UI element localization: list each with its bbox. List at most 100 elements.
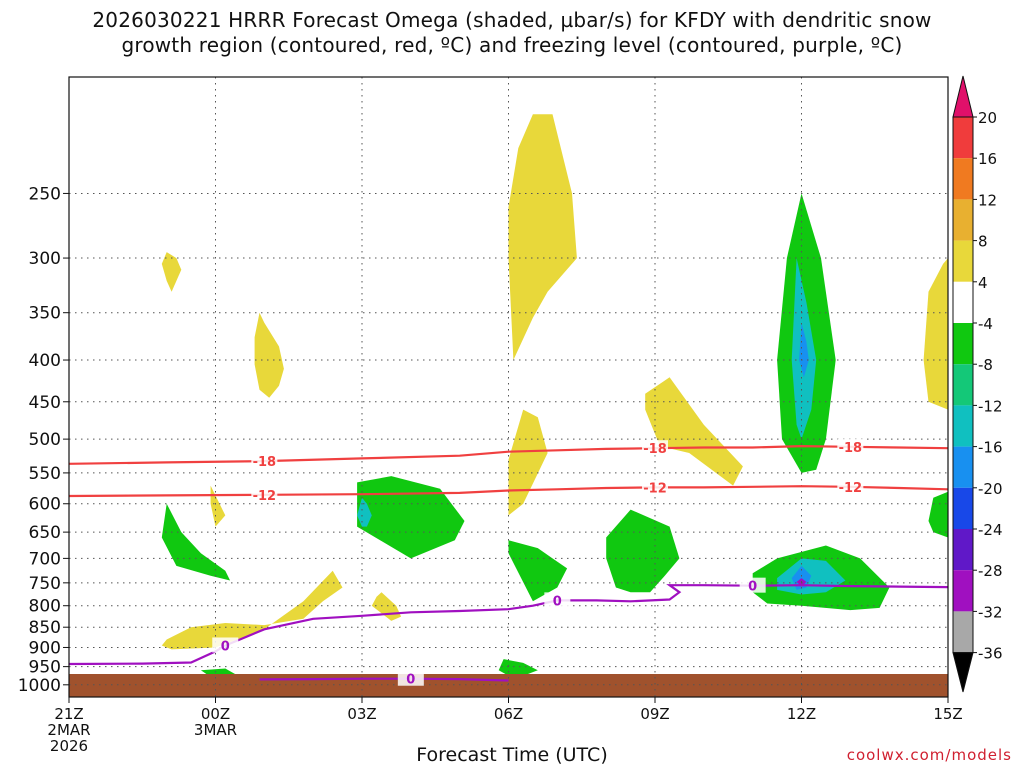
x-tick-label-12Z: 12Z	[787, 705, 816, 723]
y-tick-label-750: 750	[29, 574, 61, 594]
isotherm-0-line	[68, 444, 949, 465]
colorbar-bin-6	[953, 364, 973, 406]
colorbar-bin-11	[953, 570, 973, 612]
colorbar-label-10: -24	[978, 521, 1003, 539]
omega-region-23	[791, 565, 812, 590]
colorbar-bin-12	[953, 611, 973, 653]
isotherm-label-bg-1-0	[251, 486, 278, 502]
isotherm-label-bg-2-0	[212, 637, 239, 653]
isotherm-layer: -18 -18 -18 -12 -12 -12 0 0 0 0	[68, 438, 949, 688]
isotherm-label-2-0: 0	[221, 639, 230, 654]
omega-region-12	[357, 476, 465, 559]
x-tick-label-06Z: 06Z	[494, 705, 523, 723]
y-tick-label-550: 550	[29, 464, 61, 484]
isotherm-label-0-1: -18	[643, 442, 667, 457]
colorbar-label-11: -28	[978, 562, 1003, 580]
colorbar-bin-1	[953, 158, 973, 200]
omega-region-8	[923, 258, 948, 410]
isotherm-label-bg-2-2	[739, 577, 766, 593]
x-tick-label-03Z: 03Z	[347, 705, 376, 723]
omega-region-6	[645, 377, 743, 486]
y-tick-label-800: 800	[29, 597, 61, 617]
x-tick-label-09Z: 09Z	[640, 705, 669, 723]
colorbar-label-9: -20	[978, 480, 1003, 498]
colorbar-label-12: -32	[978, 603, 1003, 621]
colorbar-bin-0	[953, 117, 973, 159]
colorbar-bin-9	[953, 487, 973, 529]
colorbar-bin-7	[953, 405, 973, 447]
y-tick-label-450: 450	[29, 393, 61, 413]
omega-region-4	[508, 114, 577, 360]
omega-region-9	[371, 592, 402, 621]
isotherm-label-bg-0-2	[837, 438, 864, 454]
y-tick-label-1000: 1000	[18, 676, 61, 696]
y-tick-label-650: 650	[29, 523, 61, 543]
omega-region-13	[508, 540, 568, 602]
y-tick-label-500: 500	[29, 430, 61, 450]
omega-region-16	[928, 491, 948, 538]
x-tick-year-21Z: 2026	[50, 737, 88, 755]
omega-region-17	[498, 659, 538, 676]
colorbar-bin-8	[953, 446, 973, 488]
colorbar-bottom-arrow	[952, 652, 974, 693]
y-tick-label-250: 250	[29, 184, 61, 204]
colorbar-bin-10	[953, 529, 973, 571]
colorbar-label-6: -8	[978, 356, 993, 374]
omega-region-11	[161, 503, 231, 581]
isotherm-1-line	[68, 485, 949, 498]
colorbar-label-2: 12	[978, 191, 997, 209]
x-tick-sublabel-00Z: 3MAR	[194, 721, 237, 739]
colorbar-label-7: -12	[978, 397, 1003, 415]
isotherm-label-1-1: -12	[643, 481, 667, 496]
colorbar: 20 16 12 8 4 -4 -8 -12 -16 -20 -24 -28 -32 -36	[952, 75, 1003, 693]
y-tick-label-400: 400	[29, 351, 61, 371]
x-tick-sublabel-21Z: 2MAR	[47, 721, 90, 739]
isotherm-label-bg-1-2	[837, 478, 864, 494]
omega-region-3	[161, 570, 343, 650]
isotherm-label-3-0: 0	[406, 673, 415, 688]
omega-shading-layer	[161, 114, 948, 678]
y-tick-label-350: 350	[29, 304, 61, 324]
x-tick-label-00Z: 00Z	[201, 705, 230, 723]
isotherm-label-bg-0-1	[642, 440, 668, 456]
omega-region-14	[606, 509, 680, 593]
isotherm-label-2-1: 0	[553, 594, 562, 609]
y-tick-label-900: 900	[29, 638, 61, 658]
chart-title-line-2: growth region (contoured, red, ºC) and f…	[121, 33, 903, 57]
isotherm-label-1-2: -12	[839, 481, 863, 496]
omega-region-1	[254, 312, 284, 398]
y-tick-label-600: 600	[29, 495, 61, 515]
isotherm-label-1-0: -12	[253, 489, 277, 504]
omega-region-0	[161, 252, 182, 292]
y-tick-label-300: 300	[29, 249, 61, 269]
colorbar-bin-4	[953, 281, 973, 323]
isotherm-label-bg-1-1	[642, 479, 668, 495]
chart-title-line-1: 2026030221 HRRR Forecast Omega (shaded, …	[92, 8, 932, 32]
colorbar-label-3: 8	[978, 233, 988, 251]
x-tick-label-21Z: 21Z	[54, 705, 83, 723]
omega-region-2	[210, 485, 226, 527]
omega-region-5	[508, 409, 548, 516]
colorbar-top-arrow	[952, 75, 974, 118]
isotherm-label-0-0: -18	[253, 455, 277, 470]
source-credit: coolwx.com/models	[846, 746, 1012, 764]
colorbar-label-5: -4	[978, 315, 993, 333]
isotherm-label-bg-3-0	[397, 670, 424, 686]
colorbar-bin-3	[953, 240, 973, 282]
isotherm-label-2-2: 0	[748, 580, 757, 595]
y-tick-label-700: 700	[29, 549, 61, 569]
isotherm-3-line	[259, 677, 509, 682]
isotherm-label-0-2: -18	[839, 441, 863, 456]
grid-layer	[69, 77, 948, 697]
colorbar-label-0: 20	[978, 109, 997, 127]
isotherm-label-bg-2-1	[544, 592, 571, 608]
y-tick-label-850: 850	[29, 618, 61, 638]
colorbar-label-8: -16	[978, 439, 1003, 457]
x-axis-title: Forecast Time (UTC)	[416, 744, 608, 766]
colorbar-label-1: 16	[978, 150, 997, 168]
y-axis: 250 300 350 400 450 500 550 600 650 700 750 8008509…	[18, 184, 69, 696]
colorbar-bin-5	[953, 323, 973, 365]
isotherm-label-bg-0-0	[251, 453, 278, 469]
